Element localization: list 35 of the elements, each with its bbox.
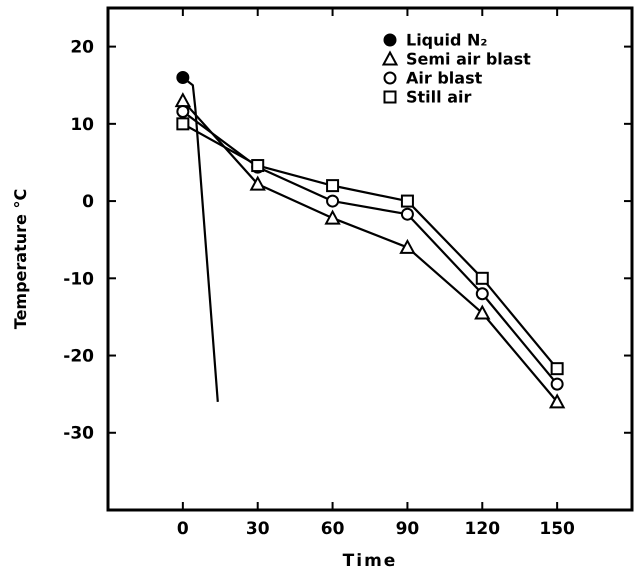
x-tick-label: 150 (539, 519, 576, 539)
x-tick-label: 60 (320, 519, 345, 539)
y-tick-label: -10 (63, 269, 94, 290)
point (474, 306, 490, 320)
y-tick-label: -30 (63, 424, 94, 444)
y-tick-label: 10 (70, 114, 94, 135)
x-tick-label: 0 (176, 519, 189, 539)
point (176, 104, 190, 118)
point (326, 179, 340, 192)
x-axis-title: Time (342, 551, 398, 571)
x-tick-label: 30 (246, 519, 270, 539)
point (550, 378, 564, 391)
point (476, 272, 489, 285)
legend-label: Liquid N₂ (406, 30, 488, 50)
point (476, 287, 489, 300)
y-tick-label: 0 (82, 192, 94, 212)
point (325, 210, 340, 225)
point (400, 194, 414, 208)
point (400, 240, 415, 254)
point (176, 71, 190, 84)
y-axis-title: Temperature °C (11, 188, 30, 330)
point (250, 176, 266, 191)
legend-label: Semi air blast (406, 50, 532, 69)
legend-label: Air blast (406, 68, 483, 88)
point (550, 394, 565, 408)
y-tick-label: -20 (63, 346, 94, 366)
point (176, 117, 190, 130)
legend-label: Still air (406, 88, 472, 107)
x-tick-label: 120 (464, 519, 500, 539)
point (400, 208, 414, 221)
y-tick-label: 20 (70, 38, 94, 58)
x-tick-label: 90 (396, 519, 420, 539)
point (175, 93, 190, 108)
point (550, 362, 564, 376)
point (326, 194, 340, 208)
